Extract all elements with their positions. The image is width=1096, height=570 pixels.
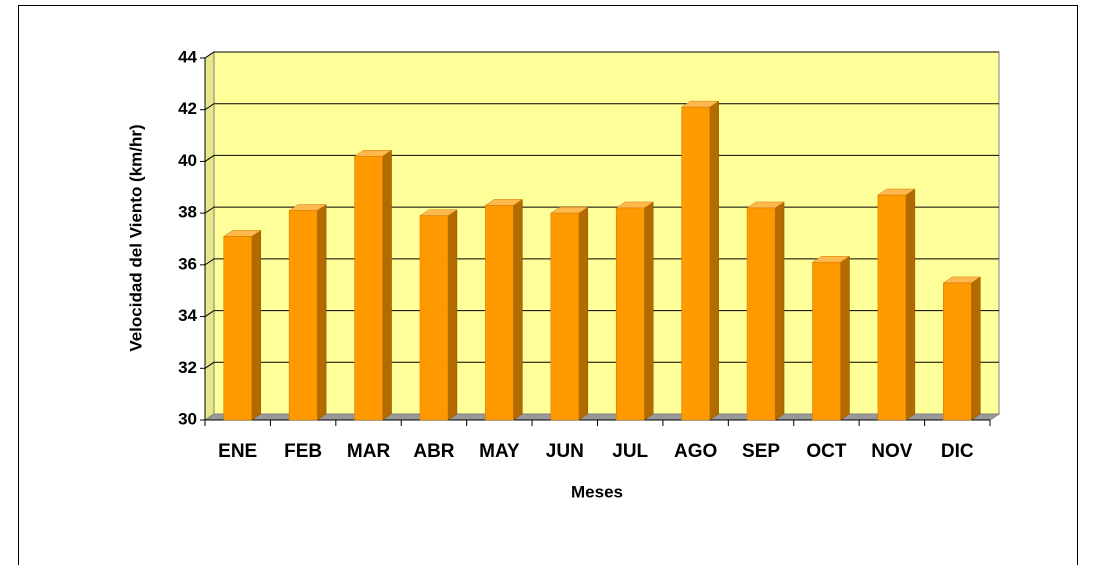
grid-line [204,154,999,162]
y-tick-label: 34 [178,306,197,325]
grid-line [204,51,999,59]
bar-side [709,100,719,421]
y-tick-label: 42 [178,99,197,118]
bar-side [643,201,654,421]
y-tick-label: 32 [178,358,197,377]
bar-side [971,276,981,421]
x-tick-label: MAR [347,441,391,462]
x-tick-label: ENE [218,441,257,462]
bar [943,282,972,421]
bar [812,262,841,421]
grid-line [204,206,999,214]
x-tick-label: JUN [546,441,584,462]
x-tick-label: OCT [806,441,847,462]
bar-side [513,198,523,421]
grid-line [204,361,999,369]
bar [419,215,449,421]
x-tick-label: MAY [479,441,520,462]
y-tick-label: 36 [178,254,197,273]
bar [288,210,318,421]
bar-side [316,204,327,421]
x-tick-label: ABR [413,441,454,462]
bar [615,207,645,421]
bar-side [382,149,392,421]
x-tick-label: JUL [612,441,648,462]
grid-line [204,103,999,111]
bar [550,212,580,421]
bar [354,156,383,421]
x-tick-label: NOV [871,441,913,462]
bar [485,205,514,421]
y-tick-label: 44 [178,47,197,66]
y-tick-label: 38 [178,203,197,222]
y-axis-title: Velocidad del Viento (km/hr) [126,124,145,351]
x-tick-label: DIC [941,441,974,462]
x-tick-label: FEB [284,441,322,462]
x-tick-label: SEP [742,441,780,462]
y-tick-label: 30 [178,409,197,428]
grid-line [204,310,999,317]
bar-side [447,209,458,421]
bar-side [905,188,916,421]
bar-side [840,255,850,421]
grid-line [204,258,999,266]
bar-side [251,229,261,421]
bar [681,106,710,421]
bar [223,236,252,421]
bar [877,194,907,421]
bar-side [578,206,589,421]
bar-side [774,201,785,421]
x-tick-label: AGO [674,441,717,462]
x-axis-title: Meses [571,482,623,501]
y-tick-label: 40 [178,151,197,170]
bar [746,207,776,421]
